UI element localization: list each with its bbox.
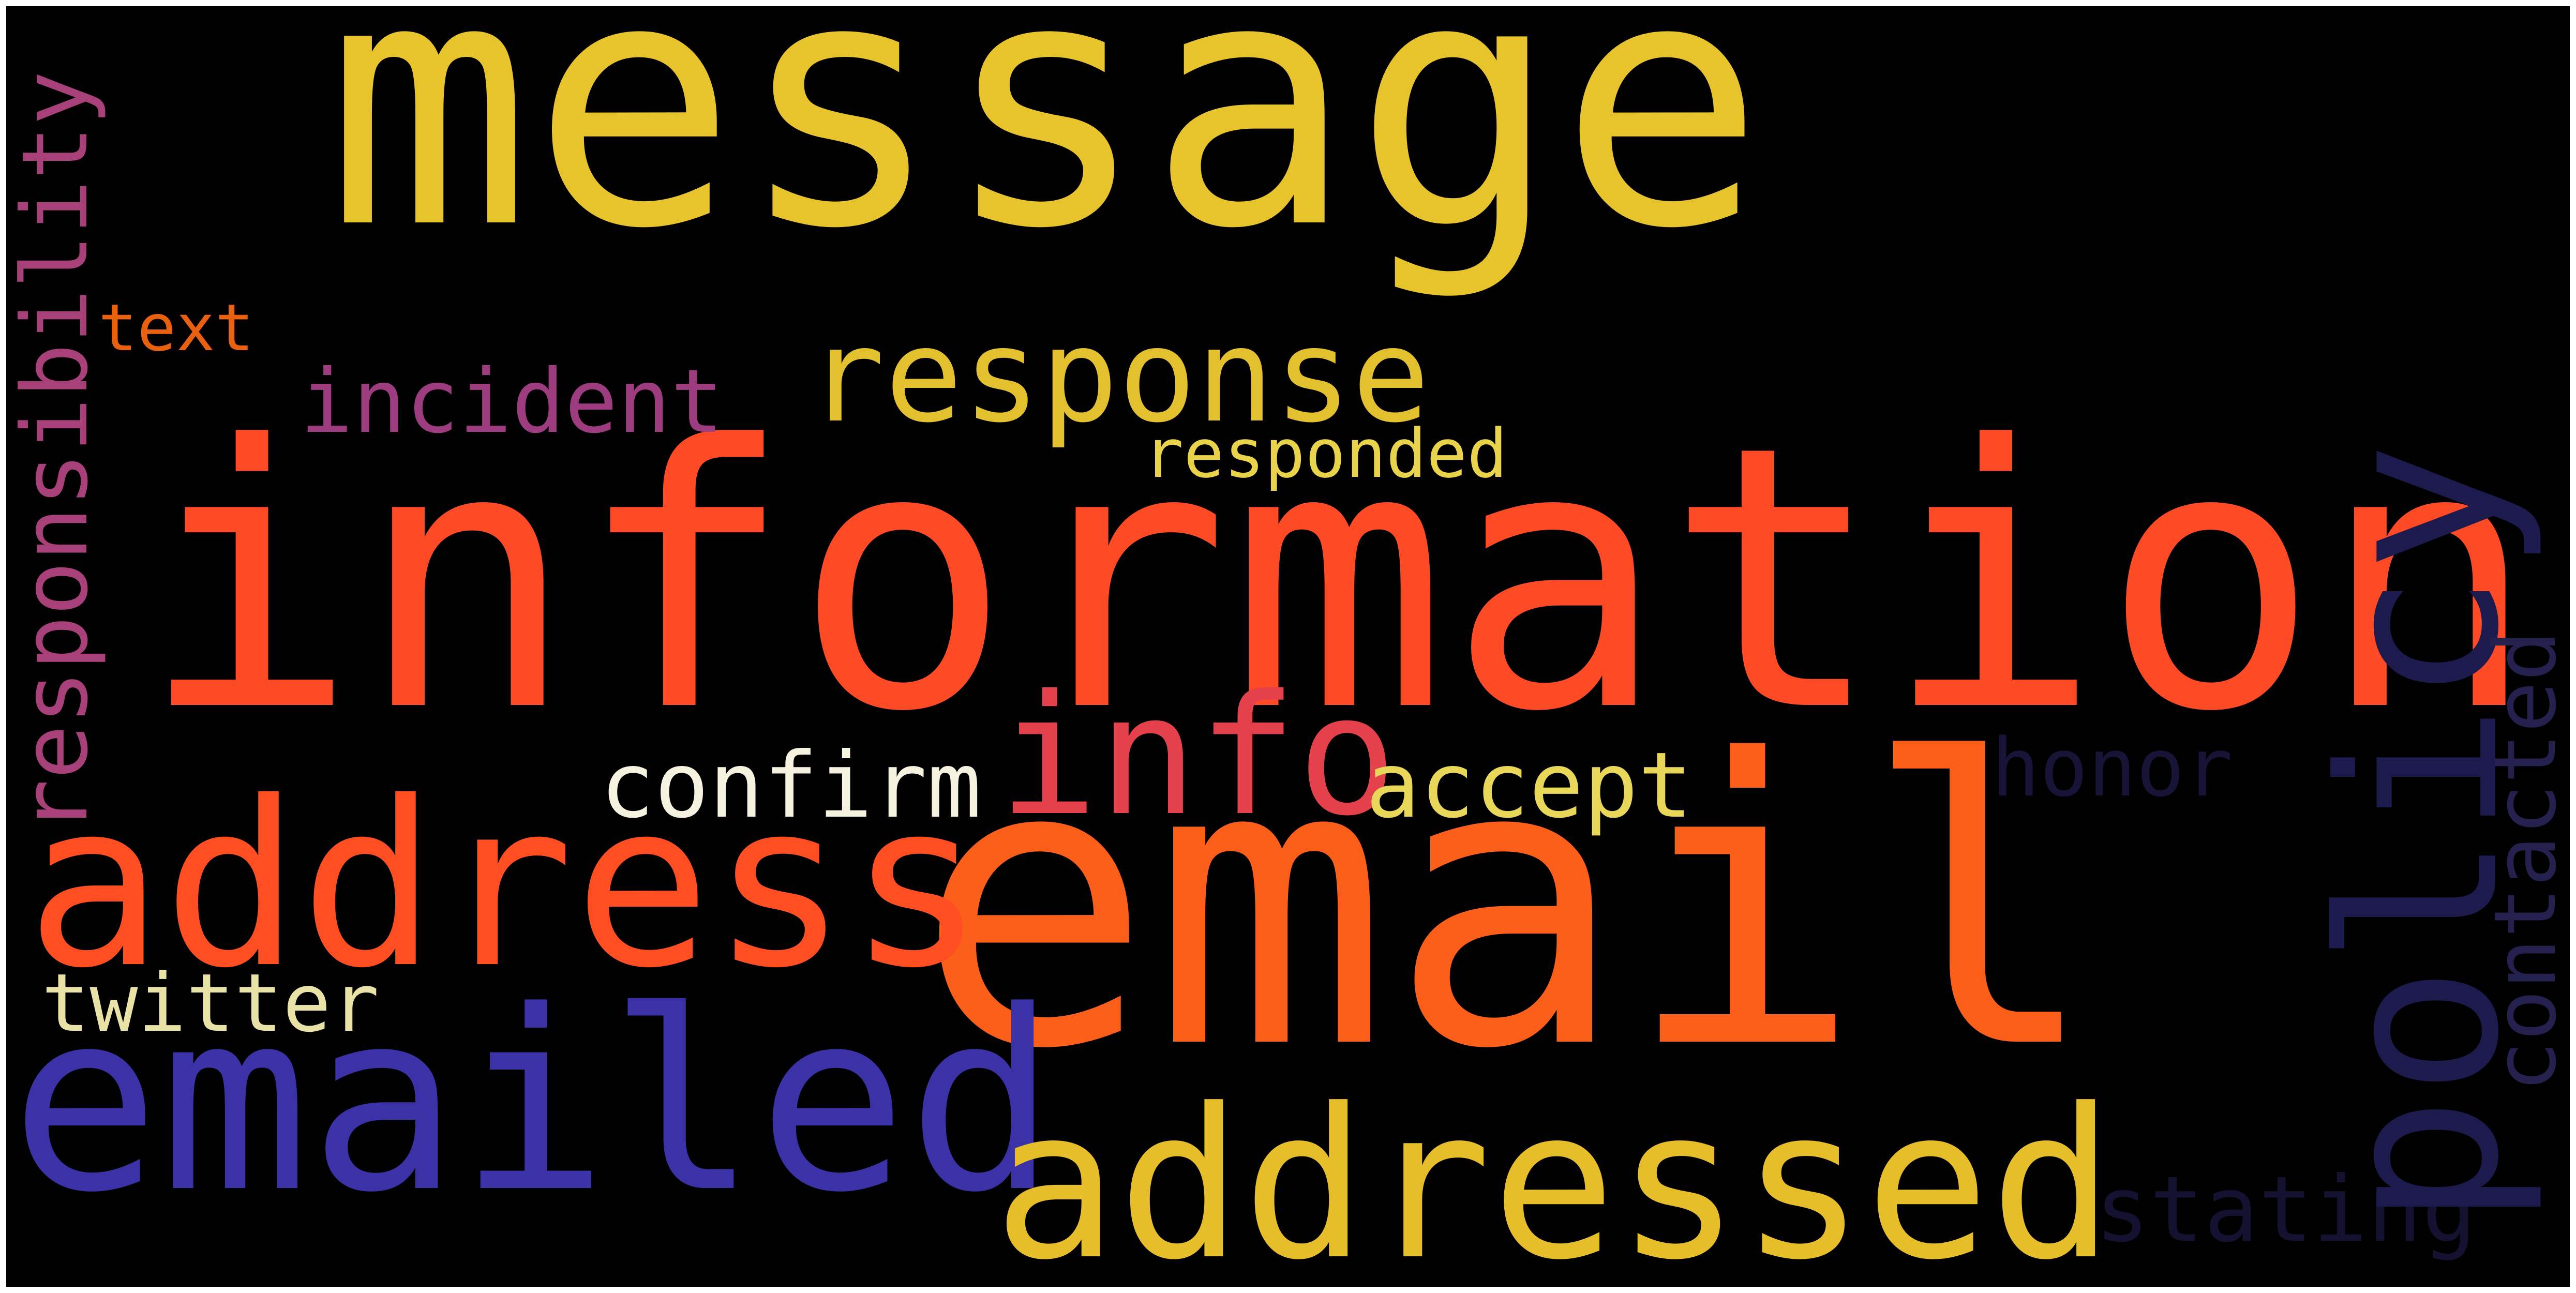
word-responded: responded	[1143, 414, 1508, 493]
word-confirm: confirm	[600, 733, 982, 838]
word-twitter: twitter	[41, 956, 380, 1050]
word-response: response	[807, 300, 1430, 451]
word-information: information	[140, 369, 2538, 791]
word-addressed: addressed	[993, 1065, 2115, 1287]
word-email: email	[916, 678, 2099, 1135]
word-incident: incident	[300, 351, 724, 453]
word-message: message	[326, 6, 1765, 303]
word-address: address	[26, 753, 985, 1018]
word-info: info	[998, 660, 1397, 852]
word-stating: stating	[2095, 1157, 2477, 1262]
word-accept: accept	[1366, 733, 1693, 838]
word-emailed: emailed	[10, 958, 1057, 1247]
word-honor: honor	[1991, 721, 2233, 815]
word-cloud: message information email emailed addres…	[6, 6, 2570, 1287]
word-text: text	[98, 291, 254, 366]
word-responsibility: responsibility	[6, 70, 108, 834]
word-contacted: contacted	[2476, 629, 2570, 1092]
